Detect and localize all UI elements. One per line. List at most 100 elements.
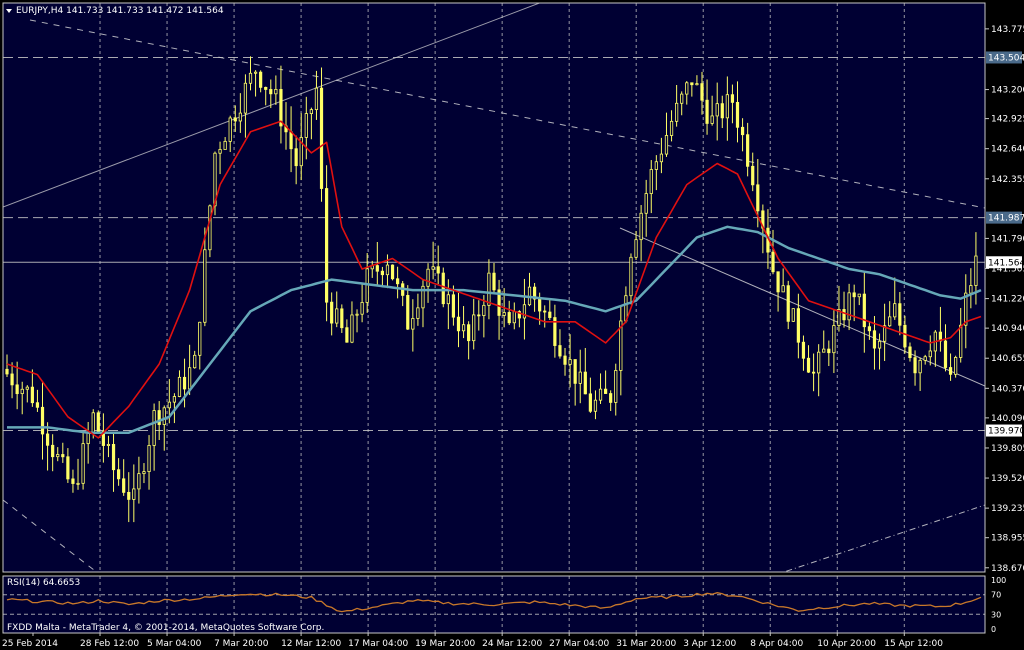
candle-body xyxy=(299,137,303,167)
y-tick-label: 140.090 xyxy=(991,414,1024,424)
candle-body xyxy=(243,82,248,114)
candle-body xyxy=(923,356,927,361)
candle-body xyxy=(15,384,19,395)
candle-body xyxy=(634,239,638,258)
y-tick-label: 143.200 xyxy=(991,86,1024,96)
candle-body xyxy=(735,101,740,128)
candle-body xyxy=(289,131,293,150)
candle-body xyxy=(675,102,679,122)
candle-body xyxy=(421,285,425,309)
candle-body xyxy=(101,430,105,446)
price-tag-label: 141.987 xyxy=(988,214,1024,224)
candle-body xyxy=(512,311,516,324)
candle-body xyxy=(730,94,735,103)
candle-body xyxy=(598,388,603,401)
price-tag-box xyxy=(986,256,1022,269)
candle-body xyxy=(436,266,440,274)
candle-body xyxy=(127,491,131,500)
candle-body xyxy=(269,89,273,95)
candle-body xyxy=(725,94,729,119)
candle-body xyxy=(969,285,973,294)
candle-body xyxy=(482,304,486,316)
candle-body xyxy=(796,308,800,343)
candle-body xyxy=(198,321,202,356)
candle-body xyxy=(517,311,521,319)
candle-body xyxy=(847,292,851,321)
x-tick-label: 3 Apr 12:00 xyxy=(683,639,736,649)
candle-body xyxy=(335,308,339,324)
candle-body xyxy=(948,367,953,375)
candle-body xyxy=(177,376,182,397)
candle-body xyxy=(157,410,161,425)
candle-body xyxy=(142,471,146,475)
candle-body xyxy=(461,324,466,332)
candle-body xyxy=(61,454,65,458)
candle-body xyxy=(51,444,55,458)
candle-body xyxy=(5,368,9,375)
candle-body xyxy=(426,268,430,287)
candle-body xyxy=(629,256,633,297)
horizontal-levels[interactable] xyxy=(3,56,985,432)
candle-body xyxy=(40,406,45,435)
copyright-text: FXDD Malta - MetaTrader 4, © 2001-2014, … xyxy=(7,623,324,633)
candle-body xyxy=(81,443,85,484)
candle-body xyxy=(639,212,643,241)
candle-body xyxy=(573,359,577,384)
candle-body xyxy=(380,270,384,276)
candle-body xyxy=(324,188,329,303)
x-tick-label: 31 Mar 20:00 xyxy=(616,639,676,649)
candle-body xyxy=(740,126,745,136)
candle-body xyxy=(806,357,811,373)
price-axis[interactable]: 143.775 143.200 142.925 142.640 142.355 141.7… xyxy=(985,25,1024,574)
rsi-axis: 100 70 30 0 xyxy=(991,576,1006,634)
candle-body xyxy=(76,482,80,485)
y-tick-label: 141.790 xyxy=(991,234,1024,244)
candle-body xyxy=(20,388,24,395)
candle-body xyxy=(705,99,709,124)
x-tick-label: 17 Mar 04:00 xyxy=(348,639,408,649)
candle-body xyxy=(817,351,821,374)
candle-body xyxy=(319,87,324,189)
candle-body xyxy=(492,272,496,291)
price-tag-box xyxy=(986,211,1022,224)
candle-body xyxy=(751,165,755,186)
candle-body xyxy=(837,309,841,326)
price-tag-label: 143.504 xyxy=(988,53,1024,63)
price-tag-label: 139.970 xyxy=(988,427,1024,437)
trendline xyxy=(3,499,98,572)
candle-body xyxy=(152,410,156,446)
x-tick-label: 24 Mar 12:00 xyxy=(482,639,542,649)
symbol-info: EURJPY,H4 141.733 141.733 141.472 141.56… xyxy=(16,6,224,16)
candle-body xyxy=(182,376,187,390)
candle-body xyxy=(467,324,471,342)
y-tick-label: 139.805 xyxy=(991,444,1024,454)
moving-averages xyxy=(6,120,982,439)
candle-body xyxy=(644,193,648,214)
candle-body xyxy=(66,456,70,480)
price-tag-box xyxy=(986,424,1022,437)
candle-body xyxy=(233,117,237,122)
rsi-plot-border xyxy=(2,575,986,634)
candle-body xyxy=(502,312,506,316)
candle-body xyxy=(715,103,719,117)
candle-body xyxy=(330,301,334,324)
candle-body xyxy=(654,161,658,170)
candle-body xyxy=(781,285,785,293)
candle-body xyxy=(238,112,242,122)
candle-body xyxy=(558,345,562,357)
candle-body xyxy=(487,272,491,306)
y-tick-label: 139.235 xyxy=(991,504,1024,514)
candle-body xyxy=(578,371,582,384)
y-tick-label: 142.355 xyxy=(991,175,1024,185)
rsi-tick-label: 70 xyxy=(991,591,1001,600)
x-tick-label: 7 Mar 20:00 xyxy=(214,639,269,649)
candle-body xyxy=(203,249,207,323)
candle-body xyxy=(543,310,547,313)
dropdown-triangle-icon[interactable] xyxy=(6,9,12,13)
candle-body xyxy=(832,325,836,354)
candle-body xyxy=(604,388,608,394)
candle-body xyxy=(385,264,390,276)
candle-body xyxy=(857,293,861,298)
